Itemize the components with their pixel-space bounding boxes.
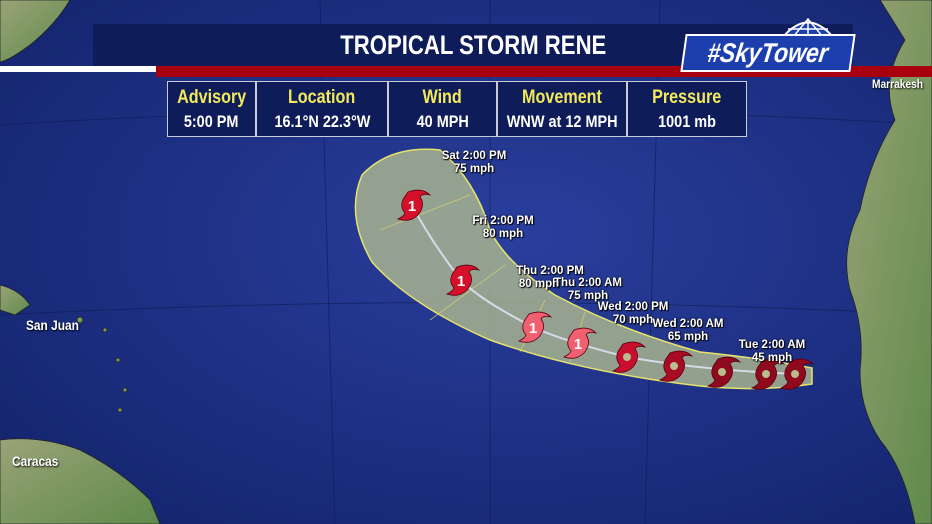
- forecast-label: Wed 2:00 PM 70 mph: [597, 301, 669, 326]
- svg-text:1: 1: [574, 336, 582, 353]
- skytower-logo: #SkyTower: [680, 16, 856, 72]
- svg-text:1: 1: [408, 198, 416, 215]
- movement-cell: Movement WNW at 12 MPH: [498, 82, 628, 136]
- svg-text:1: 1: [529, 320, 537, 337]
- city-label-caracas: Caracas: [12, 453, 59, 469]
- divider: [156, 66, 932, 77]
- location-cell: Location 16.1°N 22.3°W: [257, 82, 389, 136]
- hurricane-symbol-icon: 1: [517, 311, 553, 343]
- hurricane-symbol-icon: 1: [562, 327, 598, 359]
- hurricane-symbol-icon: [750, 358, 786, 390]
- svg-text:1: 1: [457, 273, 465, 290]
- hurricane-symbol-icon: 1: [396, 189, 432, 221]
- hurricane-symbol-icon: [706, 356, 742, 388]
- storm-title: TROPICAL STORM RENE: [339, 29, 607, 60]
- hurricane-symbol-icon: [779, 358, 815, 390]
- advisory-table: Advisory 5:00 PM Location 16.1°N 22.3°W Wi…: [167, 81, 747, 137]
- forecast-label: Thu 2:00 AM 75 mph: [554, 277, 622, 302]
- forecast-label: Sat 2:00 PM 75 mph: [441, 150, 507, 175]
- city-label-marrakesh: Marrakesh: [872, 77, 924, 91]
- hurricane-symbol-icon: 1: [445, 264, 481, 296]
- forecast-label: Tue 2:00 AM 45 mph: [738, 339, 806, 364]
- hurricane-symbol-icon: [611, 341, 647, 373]
- city-label-san-juan: San Juan: [26, 317, 79, 333]
- advisory-cell: Advisory 5:00 PM: [168, 82, 257, 136]
- hurricane-symbol-icon: [658, 350, 694, 382]
- wind-cell: Wind 40 MPH: [389, 82, 498, 136]
- pressure-cell: Pressure 1001 mb: [652, 86, 722, 131]
- forecast-cone: [354, 148, 813, 390]
- forecast-label: Thu 2:00 PM 80 mph: [516, 265, 584, 290]
- forecast-label: Wed 2:00 AM 65 mph: [652, 318, 724, 343]
- forecast-label: Fri 2:00 PM 80 mph: [472, 215, 534, 240]
- divider: [0, 66, 156, 72]
